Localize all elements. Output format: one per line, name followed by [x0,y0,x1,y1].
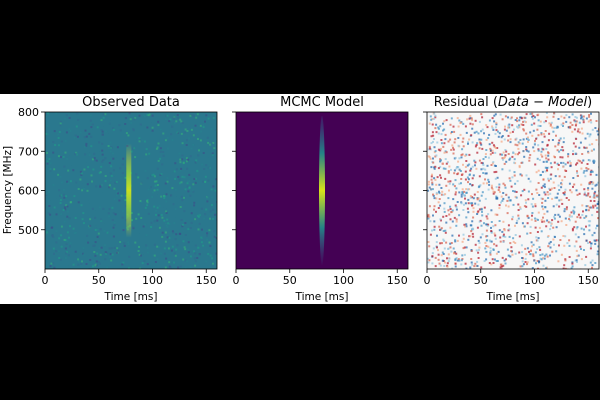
x-tick-label: 0 [233,274,240,287]
burst-signal-model [319,115,325,266]
y-tick-label: 800 [18,106,39,119]
y-tick-label: 700 [18,145,39,158]
panel-model: MCMC Model Time [ms] [235,95,409,303]
panel-title-residual: Residual (Data − Model) [434,95,592,110]
residual-title-math: Data − Model [498,95,588,110]
x-tick-label: 50 [474,274,488,287]
x-tick-label: 50 [92,274,106,287]
panel-residual: Residual (Data − Model) Time [ms] [426,95,600,303]
x-tick-label: 150 [387,274,408,287]
x-axis-label-observed: Time [ms] [104,291,158,303]
x-tick-label: 100 [524,274,545,287]
x-axis-label-model: Time [ms] [295,291,349,303]
y-axis-label: Frequency [MHz] [2,146,14,234]
heatmap-noise-residual [427,112,599,269]
residual-title-suffix: ) [587,95,592,110]
x-tick-label: 100 [333,274,354,287]
panel-title-model: MCMC Model [280,95,364,110]
residual-title-prefix: Residual ( [434,95,498,110]
x-tick-label: 150 [578,274,599,287]
figure-svg: Observed Data Time [ms] Frequency [MHz] … [2,95,600,303]
y-tick-label: 600 [18,185,39,198]
heatmap-noise-observed [45,112,217,269]
x-tick-label: 0 [424,274,431,287]
x-tick-label: 150 [196,274,217,287]
x-axis-label-residual: Time [ms] [486,291,540,303]
axis-ticks: 0 50 100 150 500 600 700 800 0 50 100 150 0 50 100 150 [18,106,599,287]
figure: Observed Data Time [ms] Frequency [MHz] … [0,94,600,304]
x-tick-label: 50 [283,274,297,287]
burst-signal-observed [126,143,132,238]
y-tick-label: 500 [18,224,39,237]
x-tick-label: 0 [42,274,49,287]
x-tick-label: 100 [142,274,163,287]
panel-title-observed: Observed Data [82,95,180,110]
panel-observed: Observed Data Time [ms] Frequency [MHz] [2,95,218,303]
